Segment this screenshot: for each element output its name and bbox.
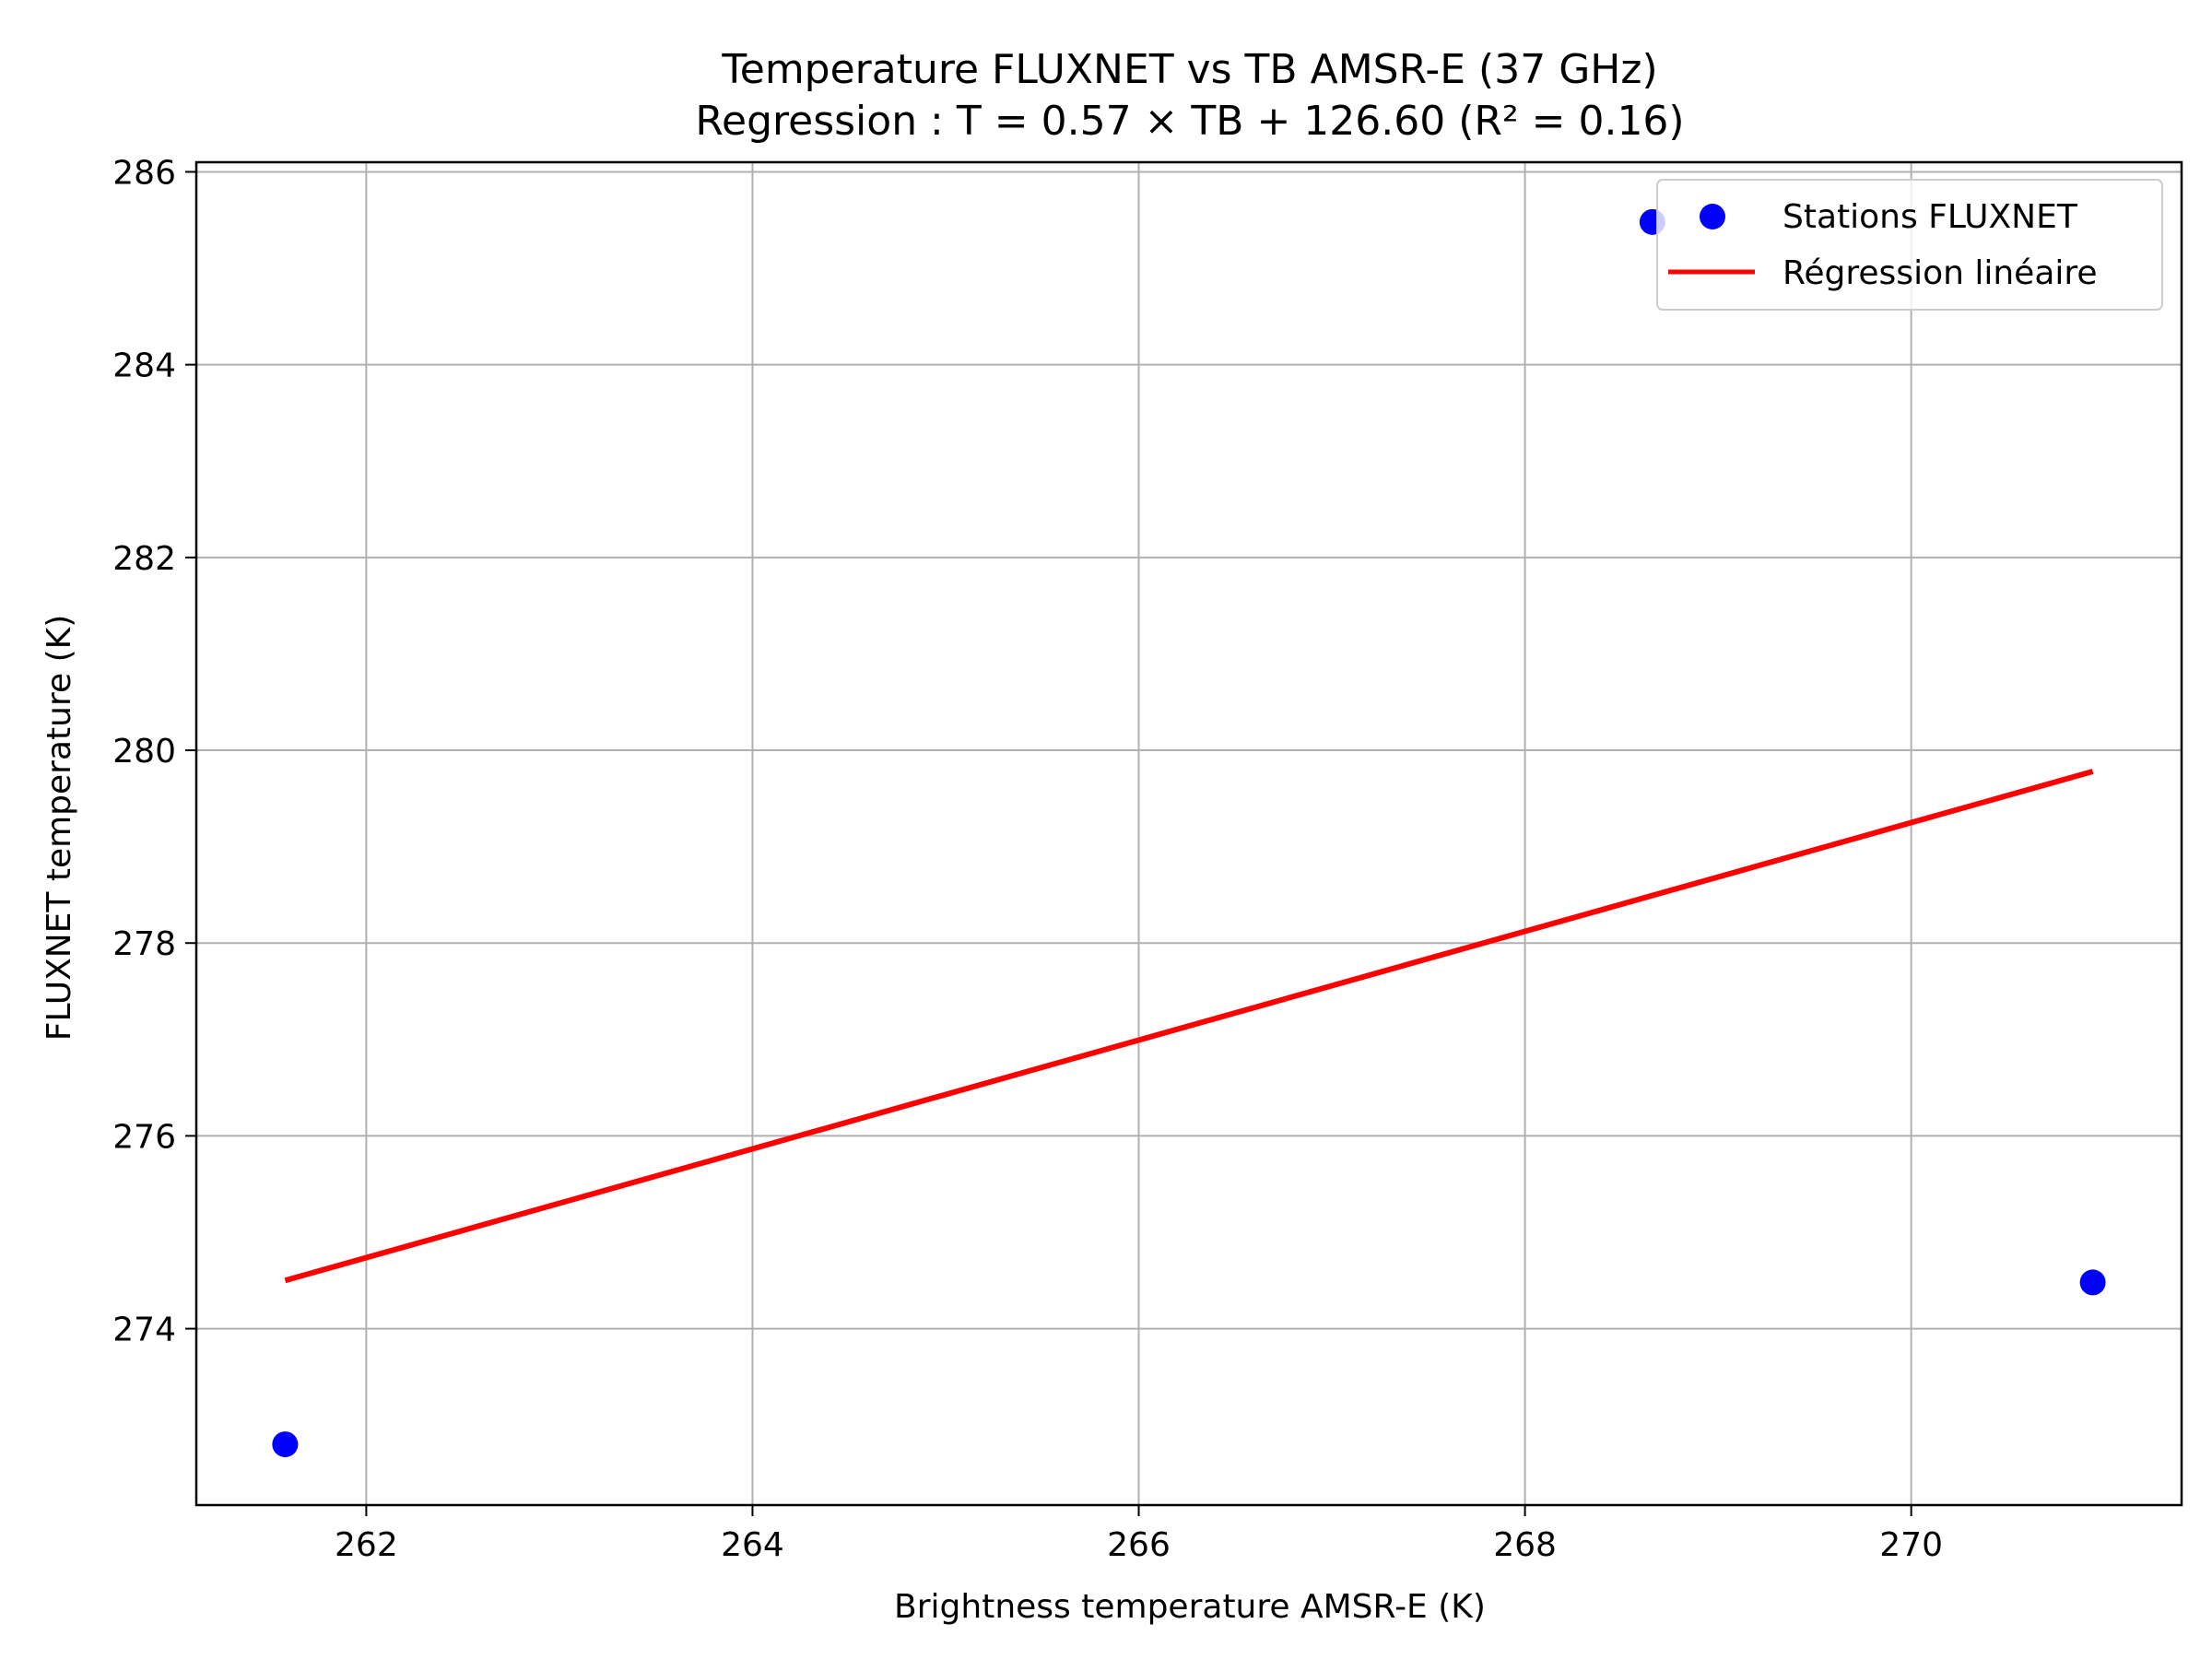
x-axis-label: Brightness temperature AMSR-E (K) bbox=[894, 1588, 1486, 1626]
regression-line bbox=[284, 769, 2094, 1284]
chart-title: Temperature FLUXNET vs TB AMSR-E (37 GHz… bbox=[721, 46, 1657, 93]
data-point bbox=[272, 1431, 299, 1458]
y-tick-label: 278 bbox=[112, 925, 176, 963]
x-tick-label: 264 bbox=[721, 1526, 784, 1564]
y-tick-label: 284 bbox=[112, 347, 176, 385]
x-tick-label: 270 bbox=[1879, 1526, 1943, 1564]
x-tick-label: 262 bbox=[335, 1526, 398, 1564]
y-tick-label: 276 bbox=[112, 1118, 176, 1156]
y-tick-label: 280 bbox=[112, 733, 176, 771]
y-axis-label: FLUXNET temperature (K) bbox=[41, 615, 78, 1041]
y-tick-label: 274 bbox=[112, 1312, 176, 1349]
legend: Stations FLUXNET Régression linéaire bbox=[1656, 179, 2163, 311]
y-tick-label: 286 bbox=[112, 154, 176, 192]
legend-label-line: Régression linéaire bbox=[1783, 254, 2098, 292]
legend-marker-scatter bbox=[1700, 204, 1725, 229]
grid bbox=[196, 162, 2182, 1505]
plot-area-frame bbox=[194, 160, 2183, 1507]
axis-ticks: 262 264 266 268 270 274 276 278 280 282 284 286 bbox=[112, 154, 1943, 1564]
x-tick-label: 266 bbox=[1107, 1526, 1171, 1564]
legend-frame bbox=[1656, 179, 2163, 311]
series bbox=[272, 208, 2106, 1458]
x-tick-label: 268 bbox=[1493, 1526, 1557, 1564]
y-tick-label: 282 bbox=[112, 540, 176, 578]
data-point bbox=[2079, 1269, 2106, 1296]
legend-label-scatter: Stations FLUXNET bbox=[1783, 198, 2078, 236]
chart-subtitle: Regression : T = 0.57 × TB + 126.60 (R² … bbox=[695, 98, 1684, 145]
